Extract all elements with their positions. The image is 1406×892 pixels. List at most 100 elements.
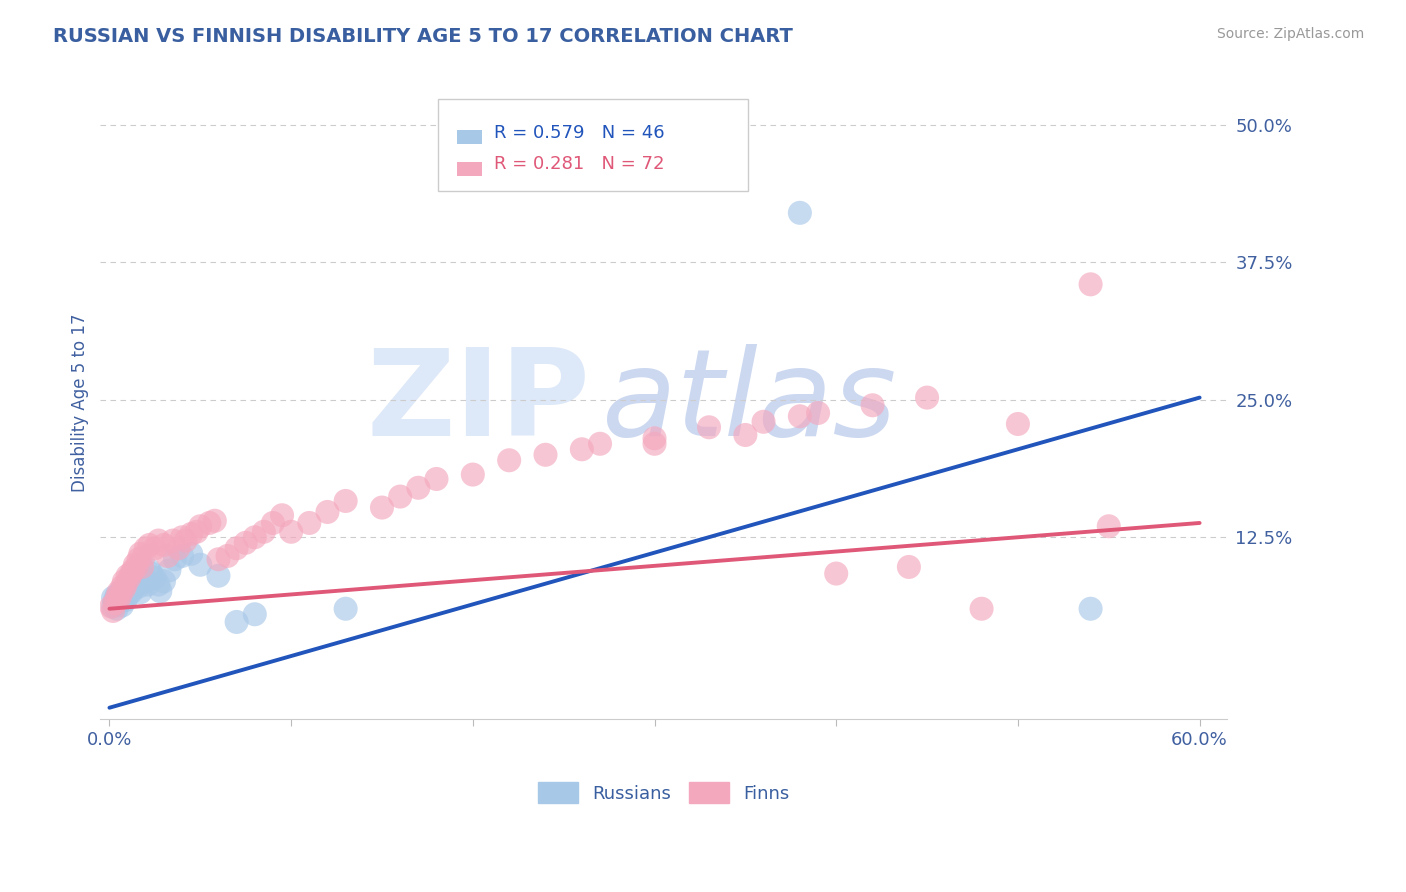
- Point: [118, 571, 141, 585]
- Point: [789, 206, 811, 220]
- Point: [162, 533, 184, 548]
- Point: [163, 552, 186, 566]
- Point: [101, 599, 124, 614]
- Point: [143, 571, 166, 585]
- Text: R = 0.579   N = 46: R = 0.579 N = 46: [494, 123, 664, 142]
- Point: [697, 420, 720, 434]
- Point: [571, 442, 593, 457]
- Point: [153, 574, 176, 589]
- Point: [100, 599, 122, 614]
- Point: [335, 601, 357, 615]
- Point: [101, 591, 124, 605]
- Point: [225, 615, 247, 629]
- Point: [122, 563, 145, 577]
- Point: [217, 549, 239, 563]
- Point: [204, 514, 226, 528]
- Point: [157, 563, 180, 577]
- Point: [122, 577, 145, 591]
- Text: atlas: atlas: [602, 344, 897, 461]
- Point: [148, 577, 170, 591]
- Point: [135, 574, 157, 589]
- Point: [389, 490, 412, 504]
- Point: [589, 437, 612, 451]
- Point: [149, 584, 172, 599]
- Point: [132, 571, 155, 585]
- Point: [153, 538, 176, 552]
- Point: [107, 591, 129, 605]
- Point: [120, 585, 142, 599]
- Point: [136, 577, 159, 591]
- Point: [124, 580, 146, 594]
- Point: [114, 593, 136, 607]
- Point: [117, 589, 139, 603]
- Y-axis label: Disability Age 5 to 17: Disability Age 5 to 17: [72, 313, 89, 491]
- Point: [180, 527, 202, 541]
- Point: [1080, 601, 1102, 615]
- Point: [262, 516, 284, 530]
- Point: [862, 398, 884, 412]
- Point: [915, 391, 938, 405]
- FancyBboxPatch shape: [439, 99, 748, 191]
- Point: [498, 453, 520, 467]
- Point: [408, 481, 430, 495]
- Point: [112, 582, 135, 596]
- Point: [243, 530, 266, 544]
- Point: [825, 566, 848, 581]
- Text: ZIP: ZIP: [367, 344, 591, 461]
- Point: [316, 505, 339, 519]
- Point: [734, 428, 756, 442]
- Point: [107, 585, 129, 599]
- Point: [371, 500, 394, 515]
- Point: [897, 560, 920, 574]
- Point: [125, 560, 148, 574]
- Point: [188, 558, 211, 572]
- FancyBboxPatch shape: [457, 161, 482, 176]
- Point: [235, 535, 257, 549]
- Point: [114, 577, 136, 591]
- Point: [129, 585, 152, 599]
- Point: [112, 574, 135, 589]
- Point: [105, 589, 128, 603]
- Point: [970, 601, 993, 615]
- Point: [107, 593, 129, 607]
- Point: [335, 494, 357, 508]
- Point: [104, 596, 127, 610]
- Point: [186, 524, 208, 539]
- Point: [135, 541, 157, 556]
- Point: [1080, 277, 1102, 292]
- Point: [131, 560, 153, 574]
- Point: [107, 596, 129, 610]
- Point: [111, 599, 134, 613]
- Point: [534, 448, 557, 462]
- Point: [112, 591, 135, 605]
- Point: [112, 582, 135, 596]
- Text: RUSSIAN VS FINNISH DISABILITY AGE 5 TO 17 CORRELATION CHART: RUSSIAN VS FINNISH DISABILITY AGE 5 TO 1…: [53, 27, 793, 45]
- Point: [148, 533, 170, 548]
- Point: [143, 541, 166, 556]
- Point: [105, 591, 128, 605]
- Point: [138, 563, 160, 577]
- Point: [172, 549, 194, 563]
- Point: [129, 547, 152, 561]
- Point: [125, 574, 148, 589]
- Point: [1098, 519, 1121, 533]
- Point: [207, 552, 229, 566]
- Point: [298, 516, 321, 530]
- Point: [198, 516, 221, 530]
- Point: [425, 472, 447, 486]
- Point: [172, 530, 194, 544]
- Point: [167, 541, 190, 556]
- Point: [138, 538, 160, 552]
- Point: [207, 568, 229, 582]
- Point: [644, 437, 666, 451]
- Point: [111, 589, 134, 603]
- Point: [110, 593, 132, 607]
- Point: [807, 406, 830, 420]
- Point: [104, 593, 127, 607]
- Point: [253, 524, 276, 539]
- Point: [120, 566, 142, 581]
- Point: [1007, 417, 1029, 431]
- Point: [188, 519, 211, 533]
- Point: [180, 547, 202, 561]
- Point: [174, 533, 197, 548]
